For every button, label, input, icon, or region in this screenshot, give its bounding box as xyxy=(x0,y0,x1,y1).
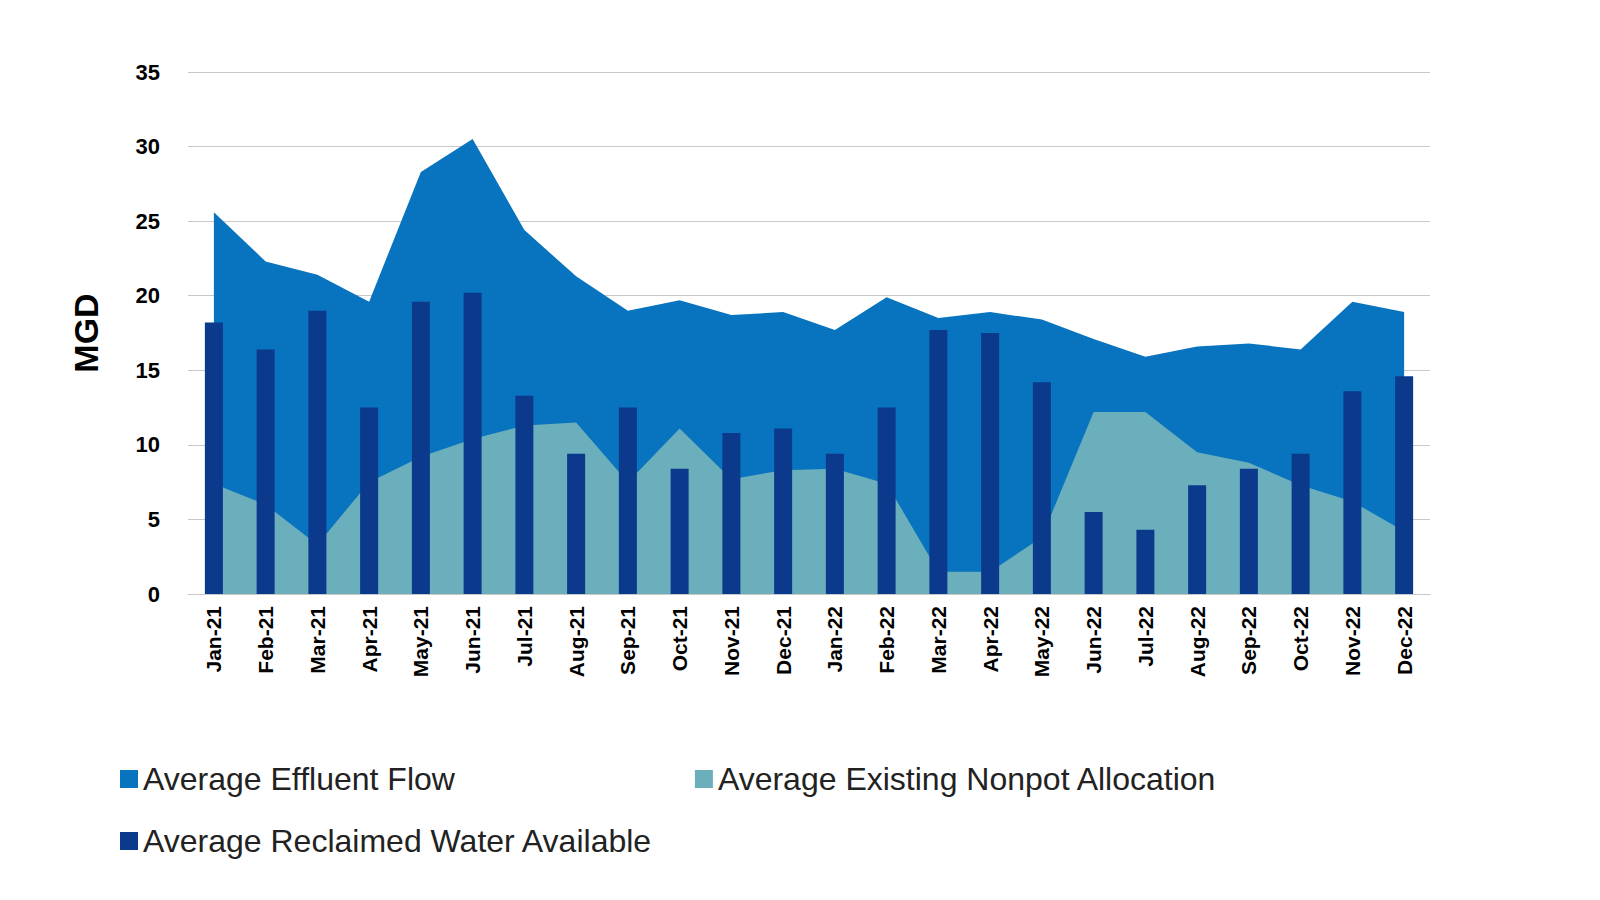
svg-text:Sep-21: Sep-21 xyxy=(616,606,639,675)
svg-text:Dec-21: Dec-21 xyxy=(772,606,795,675)
svg-text:Jun-22: Jun-22 xyxy=(1082,606,1105,674)
svg-text:Dec-22: Dec-22 xyxy=(1393,606,1416,675)
svg-text:Jul-21: Jul-21 xyxy=(513,606,536,667)
svg-text:Mar-22: Mar-22 xyxy=(927,606,950,674)
svg-text:Oct-21: Oct-21 xyxy=(668,606,691,672)
svg-text:Jul-22: Jul-22 xyxy=(1134,606,1157,667)
svg-text:Sep-22: Sep-22 xyxy=(1237,606,1260,675)
svg-text:Feb-21: Feb-21 xyxy=(254,606,277,674)
svg-text:25: 25 xyxy=(136,209,160,234)
svg-text:Aug-21: Aug-21 xyxy=(565,606,588,677)
svg-text:Jan-21: Jan-21 xyxy=(202,606,225,673)
svg-text:Aug-22: Aug-22 xyxy=(1186,606,1209,677)
svg-text:Jun-21: Jun-21 xyxy=(461,606,484,674)
svg-text:20: 20 xyxy=(136,283,160,308)
svg-text:Apr-22: Apr-22 xyxy=(979,606,1002,673)
svg-text:Nov-22: Nov-22 xyxy=(1341,606,1364,676)
svg-text:10: 10 xyxy=(136,432,160,457)
svg-text:Jan-22: Jan-22 xyxy=(823,606,846,673)
svg-text:Average Reclaimed Water Availa: Average Reclaimed Water Available xyxy=(143,823,651,859)
svg-text:Mar-21: Mar-21 xyxy=(306,606,329,674)
svg-text:May-22: May-22 xyxy=(1030,606,1053,677)
svg-text:Average Existing Nonpot Alloca: Average Existing Nonpot Allocation xyxy=(718,761,1216,797)
svg-text:Nov-21: Nov-21 xyxy=(720,606,743,676)
svg-text:0: 0 xyxy=(148,582,160,607)
svg-text:May-21: May-21 xyxy=(409,606,432,678)
svg-text:5: 5 xyxy=(148,507,160,532)
svg-text:30: 30 xyxy=(136,134,160,159)
svg-text:Feb-22: Feb-22 xyxy=(875,606,898,674)
svg-text:Apr-21: Apr-21 xyxy=(358,606,381,673)
svg-text:35: 35 xyxy=(136,60,160,85)
svg-text:Oct-22: Oct-22 xyxy=(1289,606,1312,671)
svg-text:15: 15 xyxy=(136,358,160,383)
svg-text:MGD: MGD xyxy=(67,293,105,372)
svg-text:Average Effluent Flow: Average Effluent Flow xyxy=(143,761,456,797)
